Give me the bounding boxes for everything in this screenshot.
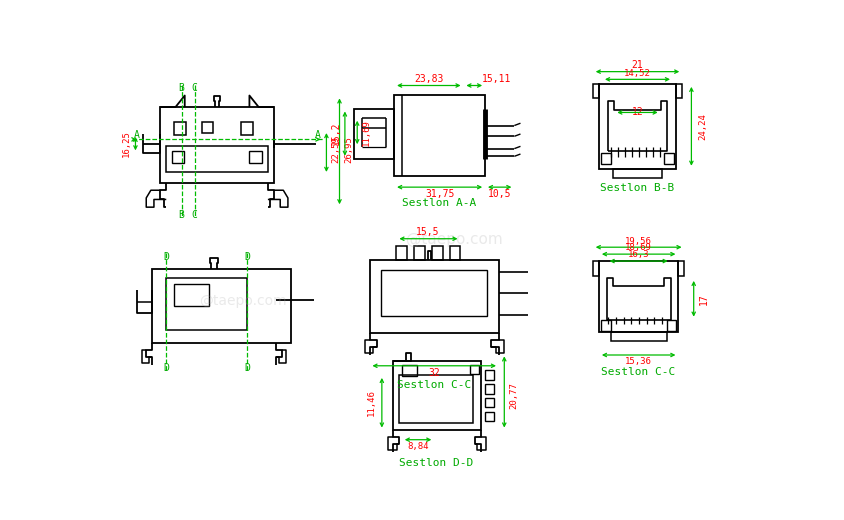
Text: 15,11: 15,11 bbox=[481, 74, 511, 84]
Text: 16,25: 16,25 bbox=[122, 130, 131, 157]
Text: 11,46: 11,46 bbox=[367, 389, 376, 416]
Text: 18,69: 18,69 bbox=[624, 243, 651, 253]
Text: A: A bbox=[315, 130, 321, 140]
Bar bbox=[152, 269, 290, 343]
Bar bbox=[171, 151, 184, 163]
Bar bbox=[160, 107, 273, 183]
Bar bbox=[381, 269, 487, 316]
Text: 8,84: 8,84 bbox=[407, 442, 428, 451]
Bar bbox=[675, 84, 681, 98]
Bar bbox=[431, 246, 442, 261]
Text: Sestlon A-A: Sestlon A-A bbox=[402, 198, 476, 207]
Bar bbox=[610, 332, 666, 341]
Text: 20,77: 20,77 bbox=[509, 382, 518, 409]
Text: B: B bbox=[179, 210, 184, 220]
Text: D: D bbox=[163, 363, 169, 373]
Text: 21: 21 bbox=[630, 60, 642, 71]
Bar bbox=[241, 122, 253, 135]
Bar bbox=[484, 412, 494, 421]
Bar bbox=[402, 365, 417, 376]
Text: 19,56: 19,56 bbox=[624, 237, 651, 245]
Bar bbox=[414, 246, 425, 261]
Text: C: C bbox=[192, 83, 197, 93]
Text: 32: 32 bbox=[428, 368, 440, 378]
Text: 26,95: 26,95 bbox=[344, 136, 353, 163]
Bar bbox=[666, 320, 675, 331]
Text: 15,5: 15,5 bbox=[416, 227, 439, 237]
Bar bbox=[449, 246, 460, 261]
Bar bbox=[398, 375, 473, 423]
Bar bbox=[396, 246, 407, 261]
Text: D: D bbox=[163, 252, 169, 262]
Text: 22,59: 22,59 bbox=[331, 136, 340, 163]
Text: 31,75: 31,75 bbox=[425, 189, 454, 199]
Text: 15,36: 15,36 bbox=[624, 357, 651, 367]
Text: Sestlon C-C: Sestlon C-C bbox=[600, 367, 674, 377]
Bar bbox=[203, 122, 213, 133]
Text: Sestlon C-C: Sestlon C-C bbox=[397, 380, 471, 390]
Text: @taepo.com: @taepo.com bbox=[405, 232, 502, 247]
Text: Sestlon D-D: Sestlon D-D bbox=[399, 458, 473, 468]
Text: A: A bbox=[134, 130, 140, 140]
Text: 15,2: 15,2 bbox=[330, 122, 340, 145]
Bar bbox=[166, 278, 246, 330]
Text: Sestlon B-B: Sestlon B-B bbox=[599, 183, 674, 193]
Bar bbox=[484, 384, 494, 394]
Bar bbox=[249, 151, 262, 163]
Bar bbox=[369, 261, 498, 333]
Text: 10,5: 10,5 bbox=[487, 189, 511, 199]
Bar bbox=[174, 284, 208, 306]
Text: @taepo.com: @taepo.com bbox=[198, 294, 286, 308]
Bar bbox=[601, 320, 610, 331]
Text: 24,24: 24,24 bbox=[698, 113, 706, 140]
Bar bbox=[484, 370, 494, 380]
Text: D: D bbox=[244, 252, 250, 262]
Text: C: C bbox=[192, 210, 197, 220]
Bar bbox=[392, 361, 480, 431]
Bar bbox=[663, 153, 674, 164]
Text: B: B bbox=[179, 83, 184, 93]
Bar bbox=[600, 153, 610, 164]
Bar bbox=[354, 109, 393, 159]
Bar bbox=[469, 365, 479, 374]
Text: 11,69: 11,69 bbox=[361, 119, 371, 146]
Bar bbox=[393, 95, 484, 176]
Bar bbox=[598, 84, 675, 168]
Text: 14,52: 14,52 bbox=[624, 69, 650, 77]
Bar bbox=[484, 398, 494, 407]
Bar bbox=[598, 261, 678, 332]
Bar bbox=[166, 146, 268, 172]
Text: D: D bbox=[244, 363, 250, 373]
Text: 23,83: 23,83 bbox=[414, 74, 443, 84]
Bar bbox=[592, 261, 598, 277]
Bar bbox=[612, 168, 662, 178]
Bar bbox=[174, 122, 186, 135]
Bar bbox=[678, 261, 684, 277]
Text: 17: 17 bbox=[698, 293, 708, 305]
Text: 12: 12 bbox=[630, 108, 642, 118]
Bar bbox=[592, 84, 598, 98]
Text: 16,3: 16,3 bbox=[627, 251, 648, 259]
